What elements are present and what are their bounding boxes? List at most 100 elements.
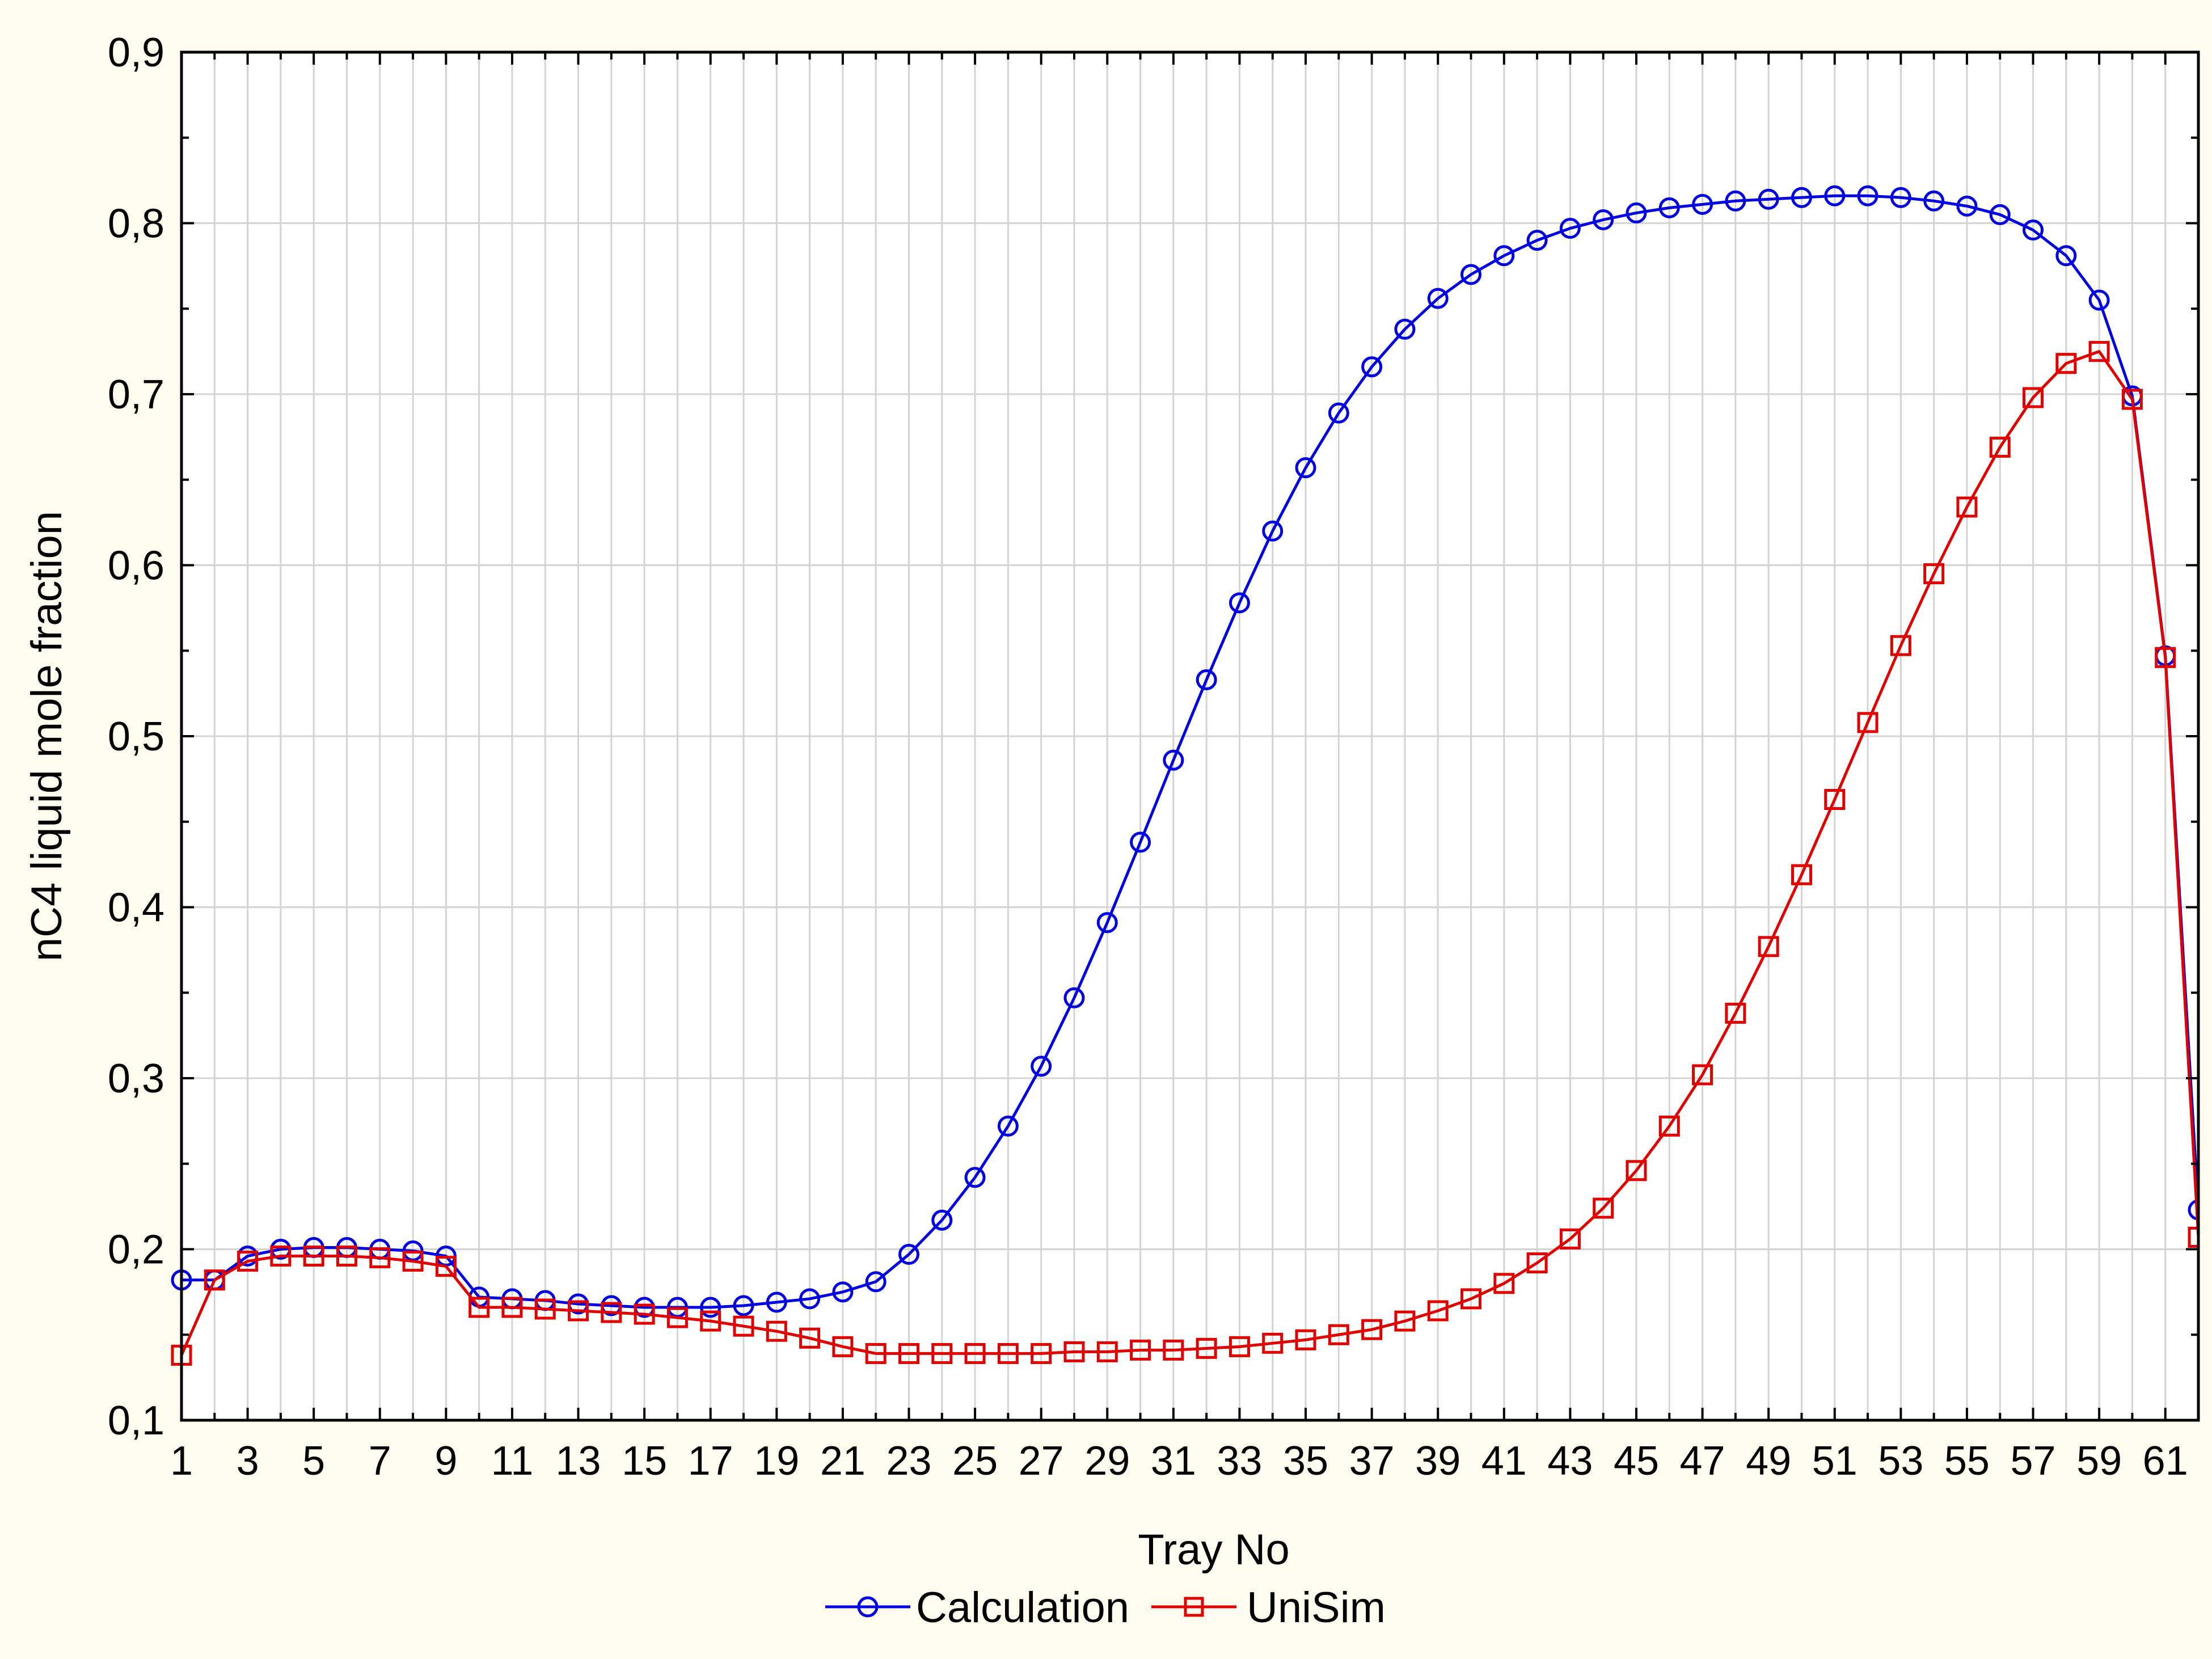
y-axis-title: nC4 liquid mole fraction: [23, 511, 71, 961]
data-point: [1229, 1336, 1250, 1357]
data-point: [1923, 190, 1945, 212]
x-tick-label: 15: [622, 1438, 667, 1484]
data-point: [1031, 1056, 1052, 1077]
x-tick-label: 3: [237, 1438, 259, 1484]
data-point: [1526, 1252, 1548, 1274]
legend-label-calculation: Calculation: [916, 1584, 1129, 1632]
data-point: [1130, 1339, 1151, 1361]
data-point: [2088, 289, 2110, 311]
x-axis-title: Tray No: [1138, 1526, 1289, 1574]
data-point: [601, 1302, 622, 1323]
data-point: [1394, 1310, 1416, 1332]
data-point: [270, 1246, 292, 1267]
data-point: [1460, 264, 1482, 285]
data-point: [1262, 520, 1284, 542]
x-tick-label: 39: [1415, 1438, 1460, 1484]
y-tick-label: 0,2: [108, 1227, 164, 1273]
y-tick-label: 0,1: [108, 1398, 164, 1443]
data-point: [898, 1244, 919, 1265]
axis-ticks: [180, 51, 2200, 1421]
data-point: [1229, 592, 1250, 614]
x-tick-label: 7: [369, 1438, 391, 1484]
data-point: [799, 1327, 821, 1349]
data-point: [865, 1271, 887, 1293]
data-point: [2055, 245, 2077, 267]
x-tick-label: 45: [1614, 1438, 1659, 1484]
x-axis-tick-labels: 1 3 5 7 9 11 13 15 17 19 21 23 25 27 29 31 33 35 37 39 41 43 4…: [170, 1438, 2188, 1484]
x-tick-label: 11: [491, 1438, 534, 1484]
data-point: [1692, 193, 1713, 215]
legend-label-unisim: UniSim: [1247, 1584, 1386, 1632]
data-point: [534, 1298, 556, 1320]
x-tick-label: 57: [2010, 1438, 2055, 1484]
series-unisim: [171, 341, 2198, 1366]
data-point: [1559, 1228, 1581, 1249]
data-point: [2121, 389, 2143, 410]
data-point: [2023, 387, 2044, 408]
data-point: [1626, 1160, 1647, 1181]
data-point: [634, 1303, 655, 1325]
data-point: [1063, 987, 1085, 1008]
x-tick-label: 29: [1084, 1438, 1130, 1484]
series-line: [180, 350, 2198, 1356]
data-point: [1758, 188, 1779, 210]
data-point: [700, 1310, 721, 1332]
x-tick-label: 53: [1878, 1438, 1923, 1484]
x-tick-label: 23: [886, 1438, 931, 1484]
legend-item-unisim: UniSim: [1151, 1584, 1386, 1632]
x-tick-label: 35: [1283, 1438, 1328, 1484]
data-point: [1989, 436, 2011, 458]
data-point: [666, 1307, 688, 1328]
data-point: [1890, 187, 1911, 208]
data-point: [1096, 912, 1118, 934]
data-point: [1658, 1115, 1680, 1137]
data-point: [700, 1297, 721, 1318]
data-point: [2055, 353, 2077, 374]
data-point: [832, 1281, 854, 1303]
data-point: [402, 1251, 424, 1272]
legend-marker-square: [1184, 1597, 1204, 1617]
data-point: [1791, 187, 1812, 208]
data-point: [1063, 1341, 1085, 1362]
data-point: [1890, 635, 1911, 656]
data-point: [1295, 1329, 1316, 1350]
x-tick-label: 31: [1151, 1438, 1196, 1484]
data-point: [468, 1297, 490, 1318]
x-tick-label: 55: [1944, 1438, 1990, 1484]
data-point: [1824, 185, 1846, 206]
y-tick-label: 0,5: [108, 714, 164, 759]
data-point: [1593, 209, 1614, 230]
data-point: [964, 1343, 986, 1364]
data-point: [369, 1247, 391, 1269]
x-tick-label: 21: [820, 1438, 866, 1484]
y-tick-label: 0,6: [108, 543, 164, 589]
data-point: [1427, 288, 1449, 309]
legend: Calculation UniSim: [825, 1584, 1386, 1632]
data-point: [568, 1300, 589, 1322]
data-point: [1526, 230, 1548, 251]
x-tick-label: 59: [2076, 1438, 2122, 1484]
data-point: [1923, 563, 1945, 585]
data-point: [1262, 1332, 1284, 1354]
data-point: [1361, 356, 1383, 378]
series-layer: [171, 185, 2198, 1366]
data-point: [1824, 789, 1846, 810]
data-point: [964, 1167, 986, 1188]
data-point: [1196, 669, 1217, 691]
data-point: [237, 1251, 259, 1272]
data-point: [1857, 712, 1878, 733]
data-point: [303, 1246, 324, 1267]
data-point: [1361, 1319, 1383, 1340]
x-tick-label: 49: [1746, 1438, 1791, 1484]
y-tick-label: 0,8: [108, 201, 164, 247]
data-point: [1658, 197, 1680, 218]
data-point: [1725, 1002, 1746, 1024]
data-point: [1692, 1064, 1713, 1086]
x-tick-label: 27: [1019, 1438, 1064, 1484]
x-tick-label: 47: [1680, 1438, 1725, 1484]
x-tick-label: 25: [952, 1438, 998, 1484]
data-point: [1394, 318, 1416, 340]
data-point: [997, 1115, 1019, 1137]
data-point: [1559, 218, 1581, 239]
